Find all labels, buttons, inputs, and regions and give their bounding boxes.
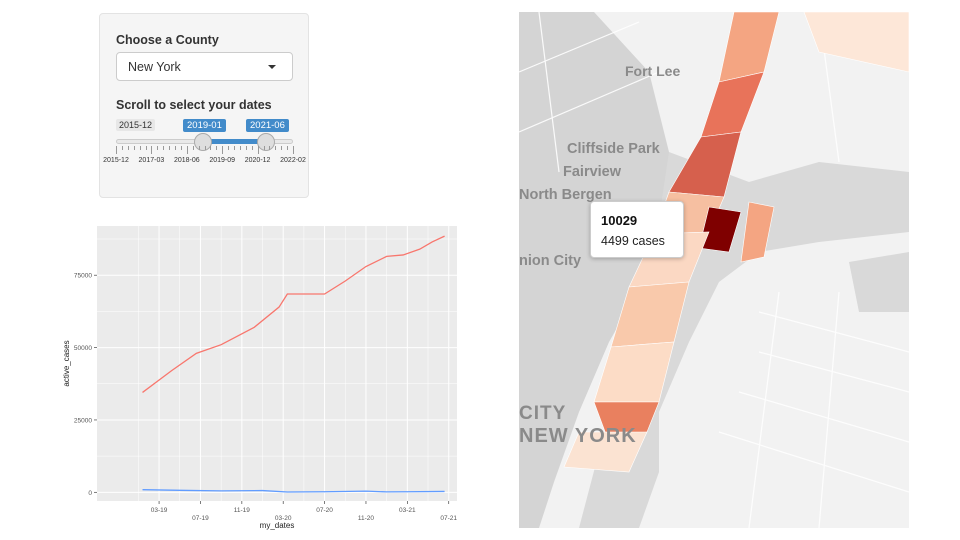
harbor-water (849, 252, 909, 312)
zip-region[interactable] (700, 71, 765, 138)
place-label: Cliffside Park (567, 141, 660, 157)
slider-tick (151, 146, 153, 154)
slider-to-label: 2021-06 (246, 119, 289, 132)
slider-tick (275, 146, 277, 150)
y-tick-label: 0 (88, 490, 92, 497)
tooltip-zip: 10029 (601, 213, 638, 228)
control-panel: Choose a County New York Scroll to selec… (99, 13, 309, 198)
active-cases-chart: 0 25000 50000 75000 03-19 07-19 11-19 03-20 07-… (55, 220, 467, 530)
y-tick-label: 75000 (74, 273, 92, 280)
x-tick-label: 03-21 (399, 507, 416, 514)
place-label: Fairview (563, 164, 622, 180)
slider-tick (139, 146, 141, 150)
zip-region[interactable] (803, 12, 909, 73)
slider-tick (263, 146, 265, 150)
slider-tick (192, 146, 194, 150)
series-line-1 (142, 489, 445, 493)
y-tick-label: 25000 (74, 417, 92, 424)
slider-tick (251, 146, 253, 150)
slider-tick (163, 146, 165, 150)
slider-handle-to[interactable] (257, 133, 276, 151)
slider-tick-label: 2022-02 (280, 157, 306, 164)
slider-tick (293, 146, 294, 154)
slider-tick (257, 146, 259, 154)
slider-tick (245, 146, 247, 150)
slider-tick (234, 146, 235, 150)
slider-tick-labels: 2015-12 2017-03 2018-06 2019-09 2020-12 2022-… (100, 157, 310, 169)
map-tooltip: 10029 4499 cases (590, 201, 684, 258)
zip-polygons[interactable] (563, 12, 909, 473)
choropleth-map[interactable]: Fort Lee Cliffside Park Fairview North B… (519, 12, 909, 528)
slider-tick (222, 146, 224, 154)
slider-tick (269, 146, 271, 150)
x-tick-label: 03-20 (275, 515, 292, 522)
slider-tick (157, 146, 159, 150)
x-tick-label: 03-19 (151, 507, 168, 514)
slider-tick (127, 146, 129, 150)
slider-tick (145, 146, 147, 150)
slider-tick-label: 2015-12 (103, 157, 129, 164)
slider-tick (121, 146, 123, 150)
map-basemap (519, 12, 909, 528)
x-tick-label: 07-20 (316, 507, 333, 514)
x-tick-label: 07-19 (192, 515, 209, 522)
slider-tick-label: 2018-06 (173, 157, 200, 164)
slider-tick (281, 146, 283, 150)
slider-tick (216, 146, 218, 150)
slider-tick (228, 146, 230, 150)
hudson-river (519, 12, 679, 528)
county-select-value: New York (128, 60, 181, 74)
slider-tick (204, 146, 206, 150)
tooltip-cases: 4499 cases (601, 234, 665, 248)
slider-tick (198, 146, 200, 150)
date-range-label: Scroll to select your dates (116, 98, 272, 112)
slider-min-label: 2015-12 (116, 119, 156, 131)
slider-tick (175, 146, 176, 150)
zip-region[interactable] (563, 431, 648, 473)
x-axis-title: my_dates (260, 521, 295, 530)
slider-tick (180, 146, 182, 150)
place-label: nion City (519, 253, 582, 269)
county-select-label: Choose a County (116, 33, 219, 47)
zip-region[interactable] (740, 201, 775, 263)
place-label: North Bergen (519, 187, 612, 203)
place-label: NEW YORK (519, 425, 637, 447)
slider-tick-label: 2017-03 (138, 157, 165, 164)
slider-tick (287, 146, 289, 150)
slider-tick (169, 146, 171, 150)
place-label: CITY (519, 403, 567, 424)
slider-ticks (116, 146, 294, 154)
slider-tick (186, 146, 188, 154)
slider-tick (239, 146, 241, 150)
chart-svg: 0 25000 50000 75000 03-19 07-19 11-19 03-20 07-… (62, 226, 457, 530)
place-label: Fort Lee (625, 63, 681, 79)
slider-tick (133, 146, 135, 150)
x-tick-label: 11-19 (234, 507, 251, 514)
county-select[interactable]: New York (116, 52, 293, 81)
x-tick-label: 07-21 (440, 515, 457, 522)
slider-tick-label: 2019-09 (209, 157, 236, 164)
series-line-0 (142, 235, 445, 393)
slider-tick-label: 2020-12 (244, 157, 271, 164)
chevron-down-icon (268, 65, 276, 69)
slider-tick (210, 146, 212, 150)
plot-panel (97, 226, 457, 501)
slider-tick (116, 146, 117, 154)
slider-handle-from[interactable] (193, 133, 212, 151)
slider-from-label: 2019-01 (183, 119, 226, 132)
zip-region[interactable] (718, 12, 780, 83)
street-grid (519, 12, 909, 528)
y-axis-title: active_cases (62, 340, 71, 386)
y-tick-label: 50000 (74, 345, 92, 352)
x-tick-label: 11-20 (358, 515, 375, 522)
slider-selected-range[interactable] (202, 139, 267, 144)
